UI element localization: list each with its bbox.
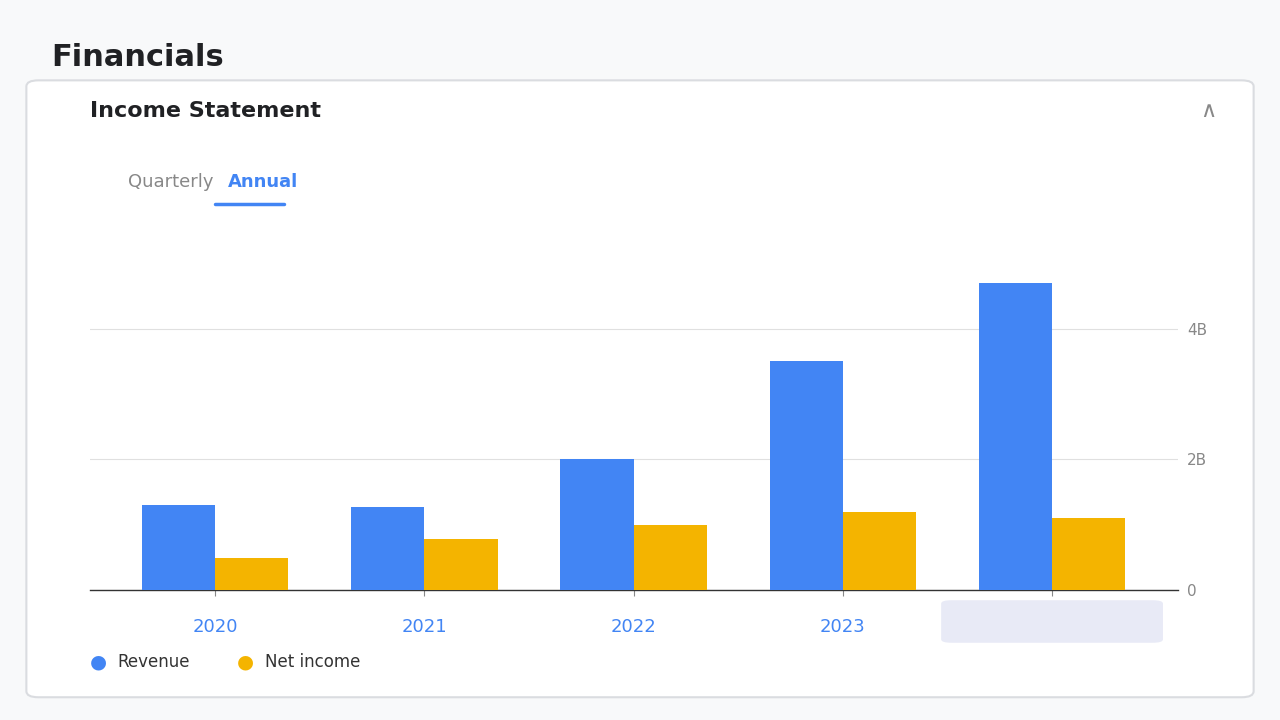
Bar [1052, 518, 1125, 590]
Bar [769, 361, 842, 590]
Bar [979, 283, 1052, 590]
Text: Income Statement: Income Statement [90, 101, 320, 121]
Bar [351, 507, 425, 590]
Text: Revenue: Revenue [118, 654, 191, 671]
FancyBboxPatch shape [941, 600, 1164, 643]
Bar [634, 525, 707, 590]
Text: ●: ● [90, 653, 106, 672]
Text: 2024: 2024 [1029, 618, 1075, 636]
Text: Quarterly: Quarterly [128, 173, 214, 191]
Text: Financials: Financials [51, 43, 224, 72]
Bar [842, 512, 916, 590]
Bar [215, 558, 288, 590]
Text: Net income: Net income [265, 654, 361, 671]
Bar [142, 505, 215, 590]
Text: Annual: Annual [228, 173, 298, 191]
Text: 2022: 2022 [611, 618, 657, 636]
Bar [561, 459, 634, 590]
Text: ∧: ∧ [1199, 101, 1216, 121]
Text: ●: ● [237, 653, 253, 672]
Text: 2023: 2023 [820, 618, 865, 636]
Text: 2021: 2021 [402, 618, 447, 636]
Text: 2020: 2020 [192, 618, 238, 636]
Bar [425, 539, 498, 590]
FancyBboxPatch shape [27, 81, 1253, 697]
